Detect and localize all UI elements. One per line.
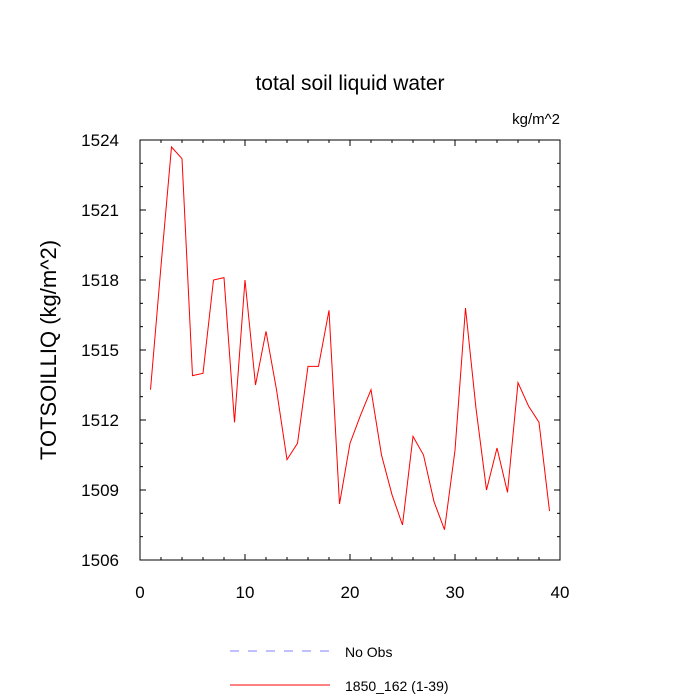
y-tick-label: 1518 [81, 271, 119, 290]
y-tick-label: 1512 [81, 411, 119, 430]
y-axis-label: TOTSOILLIQ (kg/m^2) [36, 240, 61, 460]
legend-series-label: 1850_162 (1-39) [345, 678, 449, 694]
x-tick-label: 40 [551, 583, 570, 602]
y-tick-labels: 1506 1509 1512 1515 1518 1521 1524 [81, 131, 119, 570]
plot-frame [139, 139, 561, 561]
chart-title: total soil liquid water [255, 72, 444, 95]
x-tick-labels: 0 10 20 30 40 [135, 583, 569, 602]
legend-no-obs-label: No Obs [345, 644, 392, 660]
x-tick-label: 10 [236, 583, 255, 602]
y-tick-label: 1509 [81, 481, 119, 500]
y-tick-label: 1521 [81, 201, 119, 220]
legend: No Obs 1850_162 (1-39) [230, 644, 449, 694]
x-tick-label: 20 [341, 583, 360, 602]
units-label: kg/m^2 [512, 111, 560, 128]
x-tick-label: 30 [446, 583, 465, 602]
tick-marks [139, 139, 561, 561]
series-layer [150, 145, 550, 530]
y-tick-label: 1506 [81, 551, 119, 570]
series-line [150, 145, 550, 530]
y-tick-label: 1524 [81, 131, 119, 150]
y-tick-label: 1515 [81, 341, 119, 360]
x-tick-label: 0 [135, 583, 144, 602]
